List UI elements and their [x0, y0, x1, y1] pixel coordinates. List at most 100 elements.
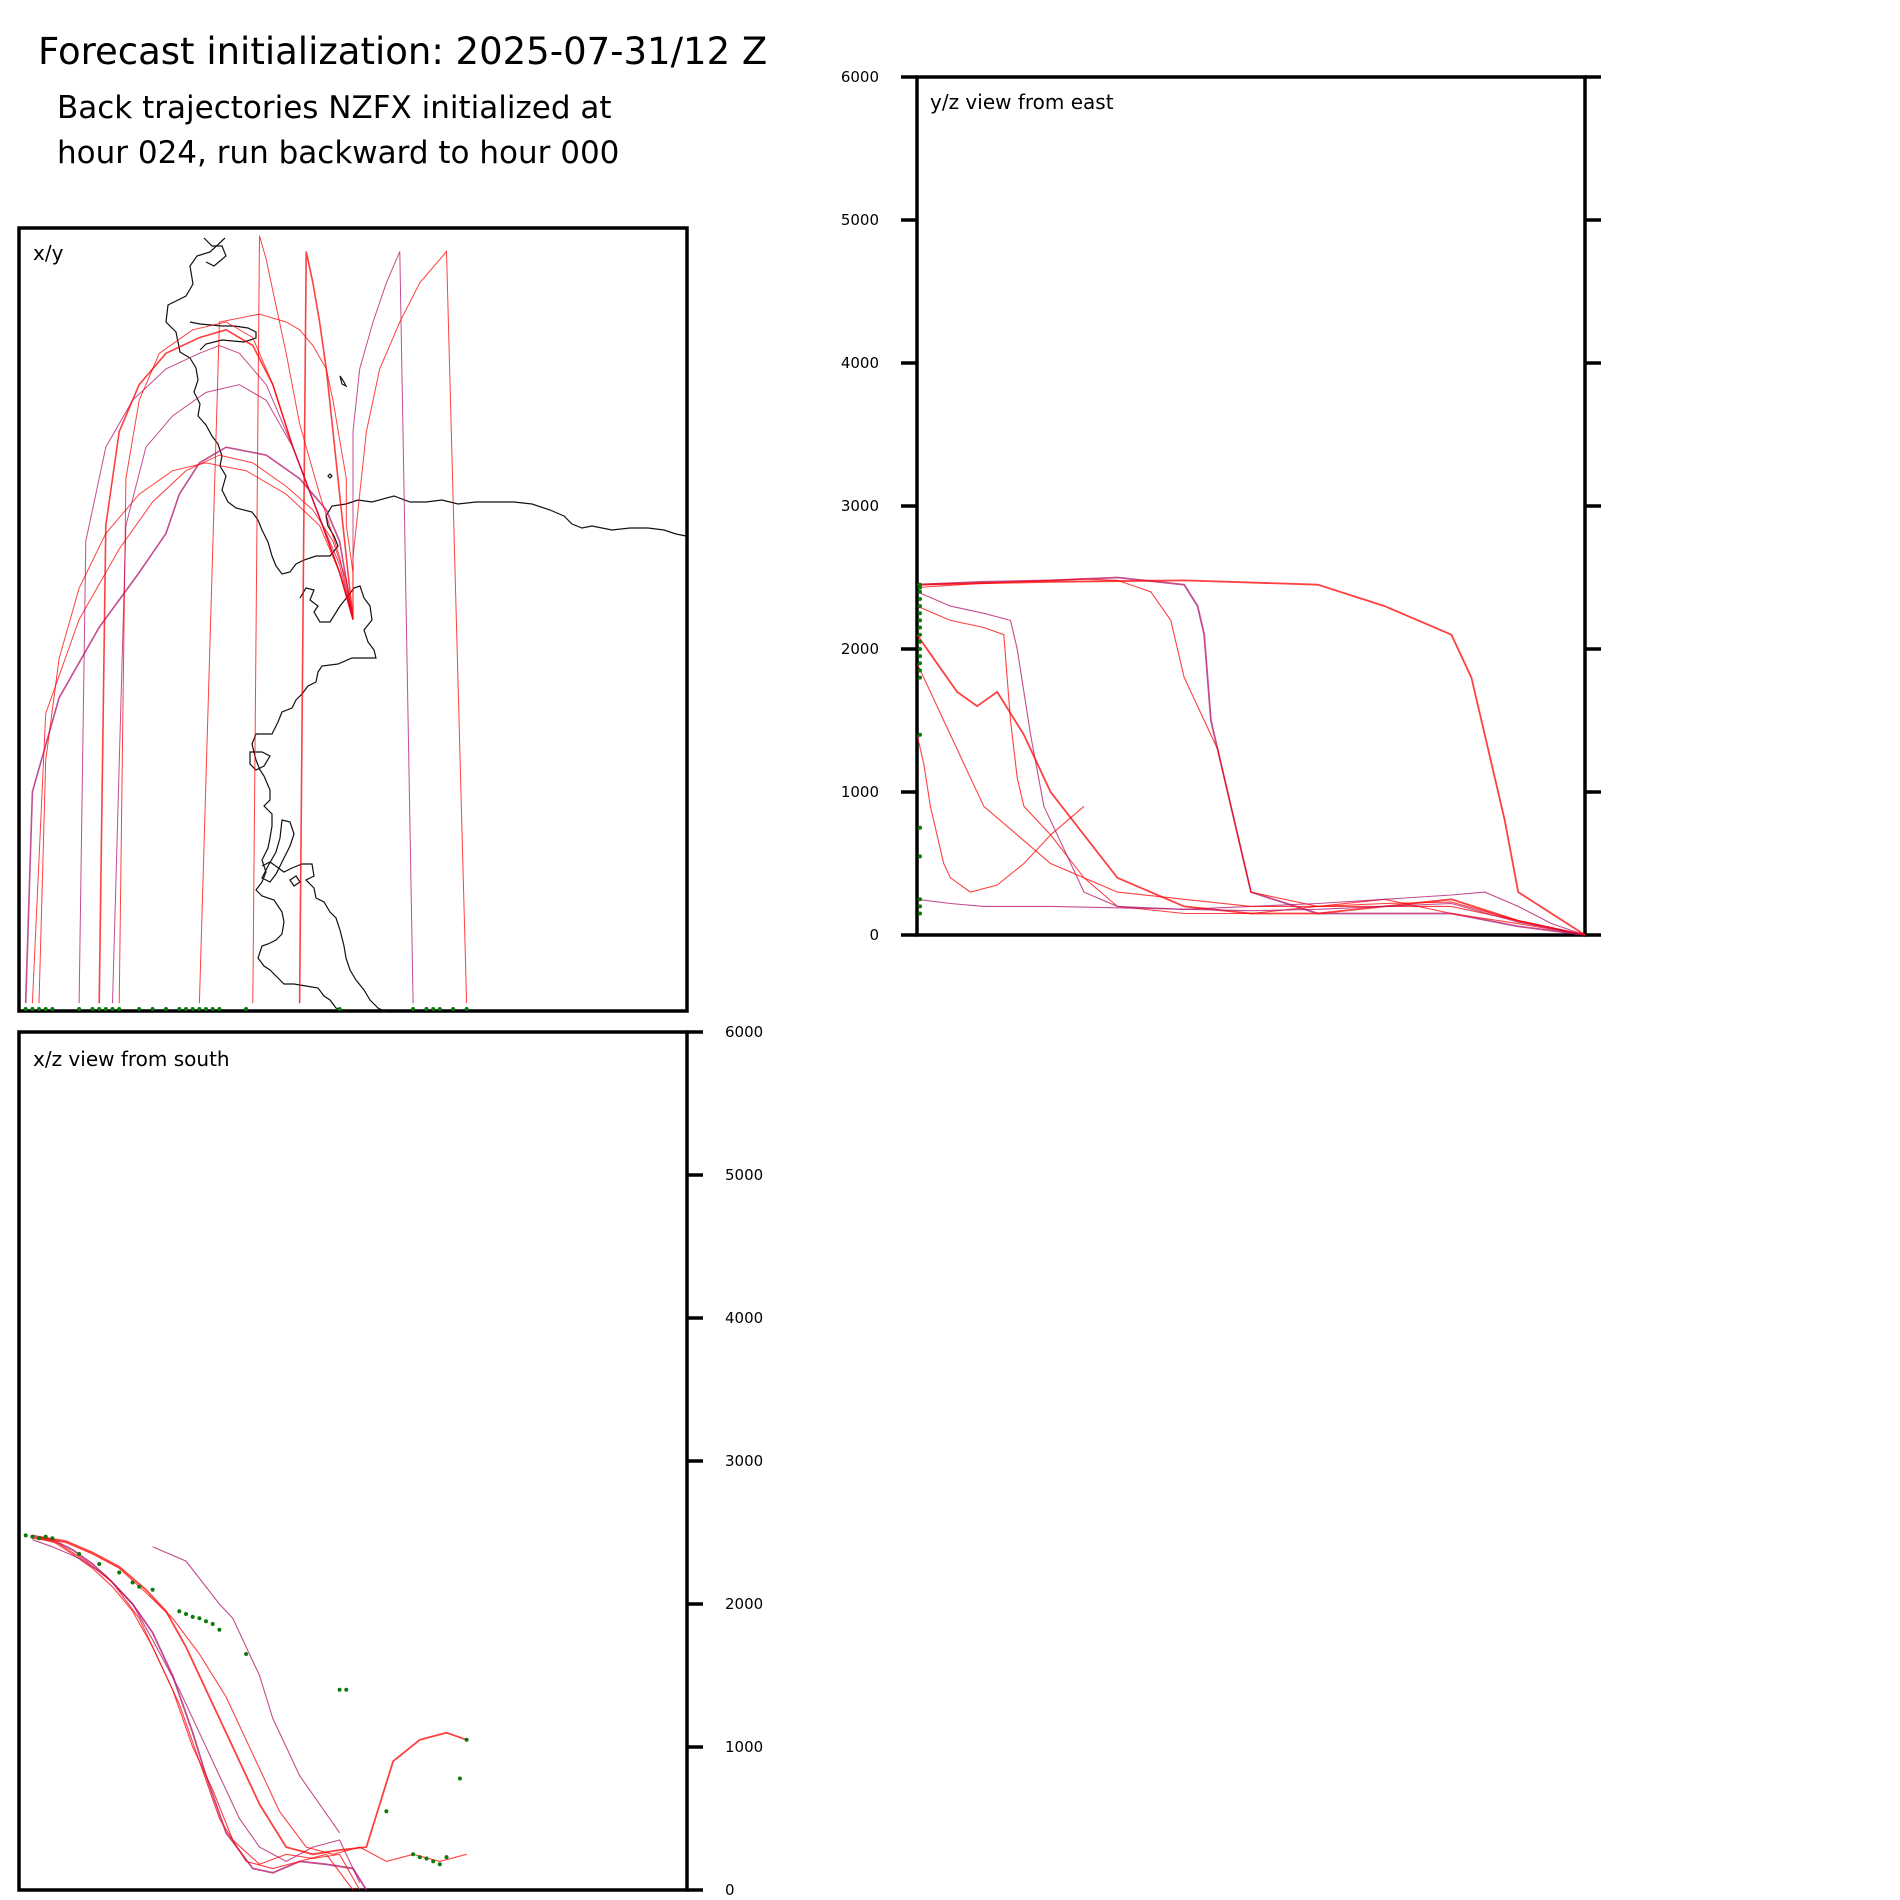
xz-start-marker	[190, 1614, 195, 1619]
xz-view-panel: x/z view from south 0 1000 2000 3000 4000 500…	[17, 1023, 763, 1899]
xy-start-marker	[337, 1007, 342, 1011]
xz-axis-ticks: 0 1000 2000 3000 4000 5000 6000	[687, 1023, 763, 1899]
coastline-path	[249, 751, 271, 771]
coastline-path	[261, 819, 295, 883]
xz-trajectories	[32, 1534, 467, 1891]
xz-start-markers	[23, 1533, 469, 1867]
xy-trajectory-line	[198, 313, 354, 1004]
xy-trajectory-line	[98, 328, 354, 1004]
xz-start-marker	[444, 1855, 449, 1860]
xy-start-markers	[23, 1007, 469, 1011]
xy-start-marker	[177, 1007, 182, 1011]
yz-panel-label: y/z view from east	[930, 90, 1114, 114]
coastline	[165, 237, 687, 1013]
altitude-trajectory-line	[916, 578, 1586, 936]
xy-start-marker	[23, 1007, 28, 1011]
xy-trajectory-line	[31, 454, 354, 1004]
xy-start-marker	[424, 1007, 429, 1011]
yz-start-marker	[918, 675, 922, 680]
xz-start-marker	[204, 1619, 208, 1624]
altitude-trajectory-line	[32, 1539, 361, 1884]
altitude-trajectory-line	[32, 1536, 354, 1891]
yz-start-marker	[918, 632, 922, 637]
xy-start-marker	[30, 1007, 35, 1011]
xy-map-panel: x/y	[17, 226, 689, 1013]
xz-start-marker	[130, 1580, 135, 1585]
xz-start-marker	[97, 1562, 102, 1566]
figure-subtitle-line1: Back trajectories NZFX initialized at	[57, 90, 612, 126]
xz-start-marker	[137, 1584, 142, 1589]
xz-start-marker	[437, 1862, 442, 1867]
altitude-trajectory-line	[916, 591, 1586, 936]
xz-start-marker	[344, 1687, 349, 1692]
xz-start-marker	[244, 1652, 249, 1656]
yz-start-marker	[918, 625, 922, 630]
y-tick-label: 6000	[725, 1023, 763, 1041]
yz-start-marker	[918, 639, 922, 644]
yz-start-marker	[918, 911, 922, 916]
yz-start-marker	[918, 897, 922, 902]
xy-start-marker	[50, 1007, 55, 1011]
xy-start-marker	[137, 1007, 142, 1011]
xy-start-marker	[431, 1007, 436, 1011]
xy-start-marker	[37, 1007, 41, 1011]
yz-start-marker	[918, 654, 922, 659]
xy-start-marker	[103, 1007, 108, 1011]
xz-start-marker	[184, 1612, 188, 1616]
xy-start-marker	[97, 1007, 102, 1011]
xy-start-marker	[164, 1007, 168, 1011]
altitude-trajectory-line	[32, 1537, 361, 1891]
xy-start-marker	[204, 1007, 208, 1011]
yz-start-marker	[918, 904, 922, 909]
altitude-trajectory-line	[916, 898, 1586, 936]
yz-panel-frame	[915, 75, 1587, 937]
yz-start-marker	[918, 647, 922, 651]
xy-start-marker	[184, 1007, 188, 1011]
xz-start-marker	[210, 1622, 215, 1626]
xy-start-marker	[210, 1007, 215, 1011]
xz-start-marker	[464, 1737, 469, 1742]
altitude-trajectory-line	[152, 1546, 341, 1834]
coastline-path	[251, 585, 377, 1013]
y-tick-label: 4000	[725, 1309, 763, 1327]
xz-start-marker	[117, 1570, 122, 1575]
altitude-trajectory-line	[916, 579, 1586, 936]
xy-start-marker	[464, 1007, 469, 1011]
xy-start-marker	[451, 1007, 456, 1011]
xz-start-marker	[23, 1533, 28, 1538]
y-tick-label: 5000	[841, 211, 879, 229]
xy-trajectory-line	[24, 446, 354, 1004]
yz-start-markers	[918, 582, 922, 916]
altitude-trajectory-line	[916, 663, 1586, 936]
altitude-trajectory-line	[32, 1534, 368, 1891]
xz-start-marker	[337, 1687, 342, 1692]
yz-start-marker	[918, 585, 922, 590]
xy-start-marker	[244, 1007, 249, 1011]
y-tick-label: 4000	[841, 354, 879, 372]
xy-start-marker	[77, 1007, 82, 1011]
yz-start-marker	[918, 825, 922, 830]
xy-start-marker	[411, 1007, 416, 1011]
xy-trajectory-line	[38, 462, 354, 1004]
coastline-path	[339, 375, 348, 388]
xy-trajectory-line	[352, 250, 468, 1004]
xy-trajectory-line	[112, 384, 354, 1004]
xz-start-marker	[37, 1536, 41, 1541]
y-tick-label: 3000	[725, 1452, 763, 1470]
coastline-path	[189, 321, 257, 351]
xy-start-marker	[437, 1007, 442, 1011]
xz-start-marker	[150, 1587, 155, 1592]
xz-start-marker	[457, 1776, 462, 1781]
y-tick-label: 6000	[841, 68, 879, 86]
y-tick-label: 2000	[841, 640, 879, 658]
xy-trajectory-line	[252, 235, 354, 1004]
xz-start-marker	[177, 1609, 182, 1614]
y-tick-label: 5000	[725, 1166, 763, 1184]
yz-start-marker	[918, 732, 922, 737]
y-tick-label: 1000	[725, 1738, 763, 1756]
altitude-trajectory-line	[38, 1535, 467, 1856]
yz-start-marker	[918, 597, 922, 601]
yz-start-marker	[918, 589, 922, 594]
xy-trajectories	[24, 235, 468, 1004]
